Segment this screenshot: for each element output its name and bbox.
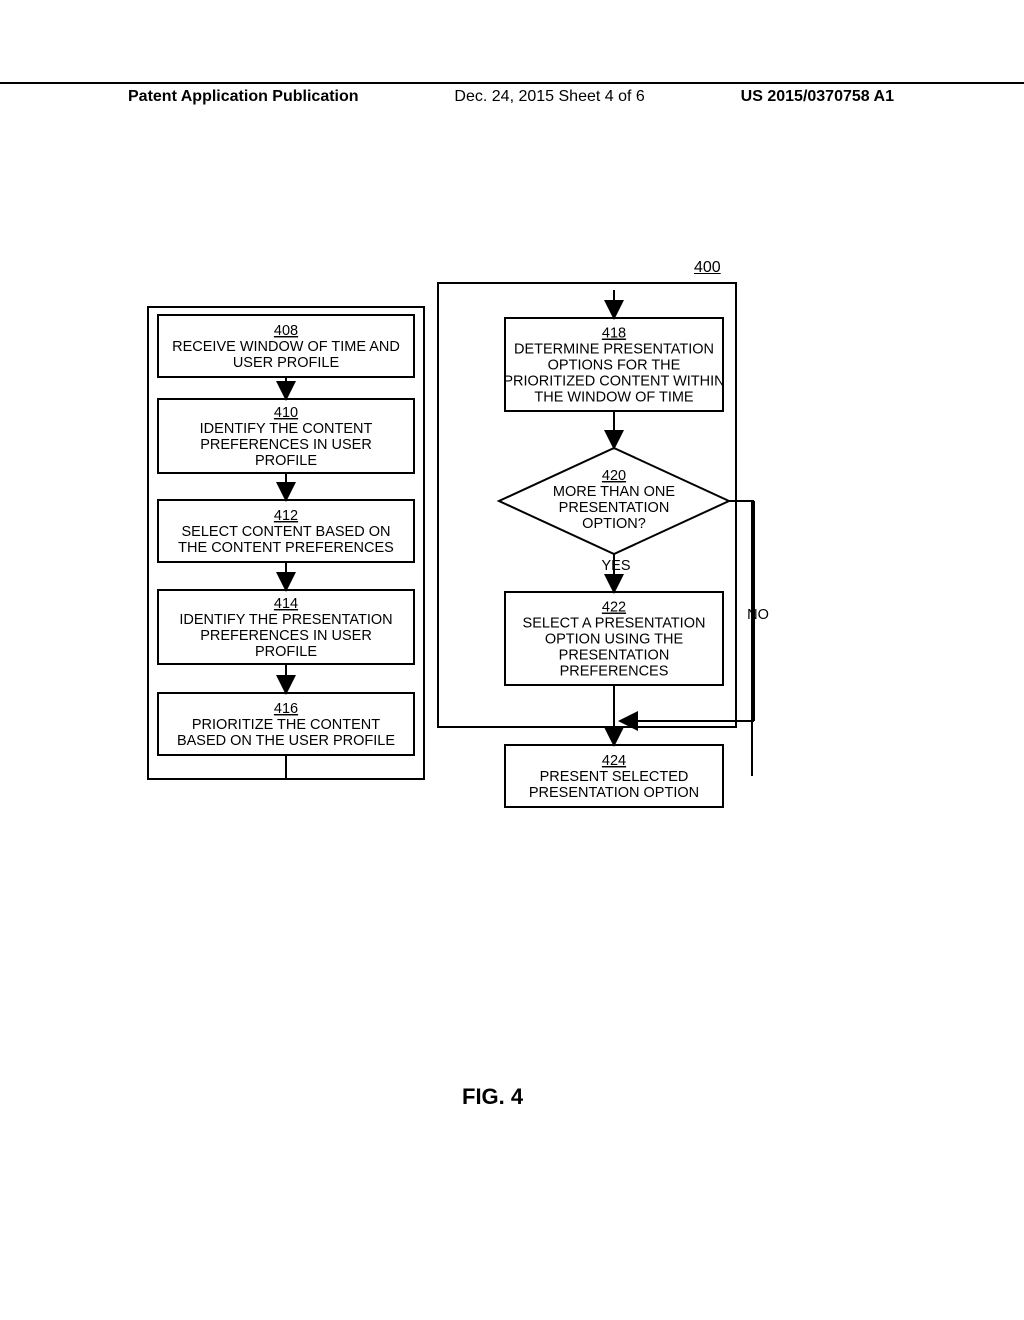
svg-text:PRESENT SELECTED: PRESENT SELECTED: [540, 769, 689, 785]
svg-text:SELECT CONTENT BASED ON: SELECT CONTENT BASED ON: [182, 524, 391, 540]
node-ref-412: 412: [274, 508, 298, 524]
svg-text:PRIORITIZE THE CONTENT: PRIORITIZE THE CONTENT: [192, 717, 380, 733]
flowchart-node-414: 414IDENTIFY THE PRESENTATIONPREFERENCES …: [158, 590, 414, 664]
svg-text:PREFERENCES IN USER: PREFERENCES IN USER: [200, 437, 372, 453]
svg-text:USER PROFILE: USER PROFILE: [233, 355, 340, 371]
svg-text:PROFILE: PROFILE: [255, 644, 317, 660]
svg-text:MORE THAN ONE: MORE THAN ONE: [553, 484, 676, 500]
svg-text:THE WINDOW OF TIME: THE WINDOW OF TIME: [534, 390, 694, 406]
flowchart-node-412: 412SELECT CONTENT BASED ONTHE CONTENT PR…: [158, 500, 414, 562]
flowchart-node-424: 424PRESENT SELECTEDPRESENTATION OPTION: [505, 745, 723, 807]
flowchart-node-422: 422SELECT A PRESENTATIONOPTION USING THE…: [505, 592, 723, 685]
decision-yes-label: YES: [601, 558, 630, 574]
node-ref-408: 408: [274, 323, 298, 339]
svg-text:PRESENTATION: PRESENTATION: [559, 648, 670, 664]
decision-no-label: NO: [747, 607, 769, 623]
page: Patent Application Publication Dec. 24, …: [0, 0, 1024, 1320]
flowchart-node-408: 408RECEIVE WINDOW OF TIME ANDUSER PROFIL…: [158, 315, 414, 377]
svg-text:PRESENTATION OPTION: PRESENTATION OPTION: [529, 785, 699, 801]
svg-text:PREFERENCES: PREFERENCES: [560, 664, 669, 680]
node-ref-416: 416: [274, 701, 298, 717]
flowchart-node-410: 410IDENTIFY THE CONTENTPREFERENCES IN US…: [158, 399, 414, 473]
svg-text:DETERMINE PRESENTATION: DETERMINE PRESENTATION: [514, 342, 714, 358]
flowchart: 408RECEIVE WINDOW OF TIME ANDUSER PROFIL…: [0, 0, 1024, 1320]
node-ref-422: 422: [602, 600, 626, 616]
svg-text:PREFERENCES IN USER: PREFERENCES IN USER: [200, 628, 372, 644]
flowchart-node-420: 420MORE THAN ONEPRESENTATIONOPTION?: [499, 448, 729, 554]
svg-text:OPTIONS FOR THE: OPTIONS FOR THE: [548, 358, 681, 374]
node-ref-410: 410: [274, 405, 298, 421]
svg-text:SELECT A PRESENTATION: SELECT A PRESENTATION: [523, 616, 706, 632]
svg-text:PROFILE: PROFILE: [255, 453, 317, 469]
node-ref-414: 414: [274, 596, 298, 612]
node-ref-420: 420: [602, 468, 626, 484]
svg-text:OPTION USING THE: OPTION USING THE: [545, 632, 684, 648]
node-ref-418: 418: [602, 326, 626, 342]
svg-text:IDENTIFY THE CONTENT: IDENTIFY THE CONTENT: [200, 421, 373, 437]
svg-text:THE CONTENT PREFERENCES: THE CONTENT PREFERENCES: [178, 540, 394, 556]
flowchart-node-416: 416PRIORITIZE THE CONTENTBASED ON THE US…: [158, 693, 414, 755]
flowchart-node-418: 418DETERMINE PRESENTATIONOPTIONS FOR THE…: [503, 318, 724, 411]
node-ref-424: 424: [602, 753, 626, 769]
svg-text:RECEIVE WINDOW OF TIME AND: RECEIVE WINDOW OF TIME AND: [172, 339, 400, 355]
svg-text:OPTION?: OPTION?: [582, 516, 646, 532]
svg-text:IDENTIFY THE PRESENTATION: IDENTIFY THE PRESENTATION: [179, 612, 392, 628]
svg-text:BASED ON THE USER PROFILE: BASED ON THE USER PROFILE: [177, 733, 395, 749]
svg-text:PRIORITIZED CONTENT WITHIN: PRIORITIZED CONTENT WITHIN: [503, 374, 724, 390]
svg-text:PRESENTATION: PRESENTATION: [559, 500, 670, 516]
